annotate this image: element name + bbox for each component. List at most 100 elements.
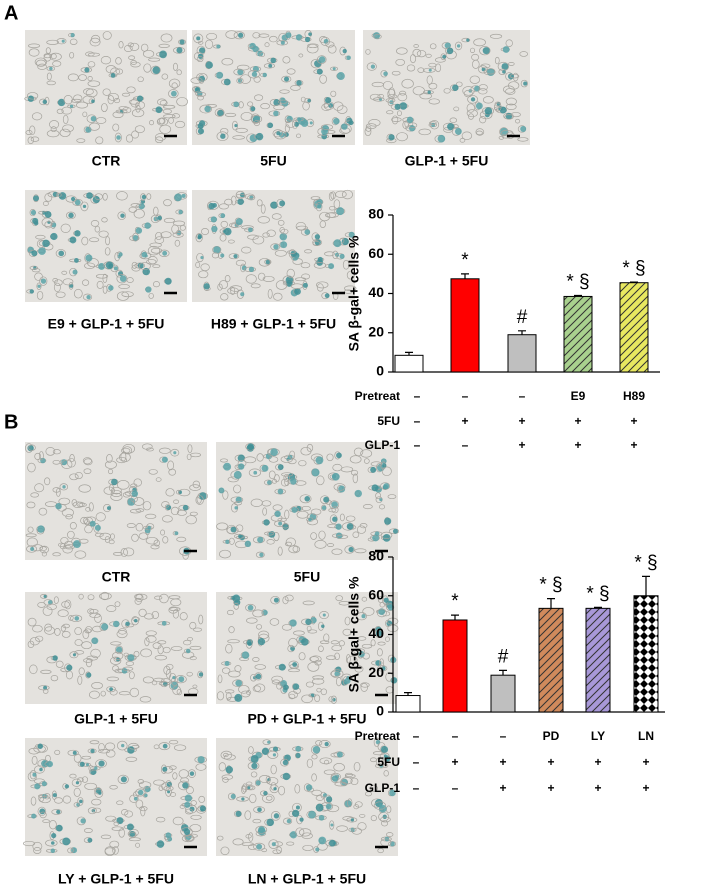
cell bbox=[227, 476, 239, 483]
stained-nucleus bbox=[33, 195, 39, 202]
cell bbox=[515, 118, 521, 124]
stained-nucleus bbox=[283, 684, 289, 691]
stained-nucleus bbox=[58, 192, 67, 200]
cell bbox=[174, 675, 187, 684]
cell bbox=[107, 92, 119, 101]
cell bbox=[388, 528, 400, 535]
stained-nucleus bbox=[348, 546, 354, 553]
cell bbox=[189, 656, 197, 661]
image-caption: E9 + GLP-1 + 5FU bbox=[48, 316, 165, 332]
stained-nucleus bbox=[196, 36, 201, 41]
stained-nucleus bbox=[234, 506, 238, 510]
condition-value: – bbox=[462, 389, 469, 403]
micrograph bbox=[25, 442, 209, 560]
cell bbox=[245, 639, 253, 649]
micrograph bbox=[24, 30, 188, 145]
cell bbox=[125, 661, 135, 666]
cell bbox=[76, 138, 86, 143]
stained-nucleus bbox=[428, 68, 432, 72]
image-caption: 5FU bbox=[260, 153, 286, 169]
cell bbox=[370, 461, 383, 467]
cell bbox=[153, 744, 160, 750]
stained-nucleus bbox=[85, 254, 93, 262]
cell bbox=[232, 135, 245, 140]
cell bbox=[159, 593, 169, 604]
cell bbox=[45, 839, 58, 847]
cell bbox=[116, 273, 128, 284]
stained-nucleus bbox=[383, 597, 389, 603]
stained-nucleus bbox=[132, 235, 139, 242]
cell bbox=[479, 46, 491, 56]
cell bbox=[336, 534, 349, 539]
cell bbox=[362, 607, 375, 616]
cell bbox=[370, 757, 377, 763]
cell bbox=[364, 791, 372, 797]
stained-nucleus bbox=[91, 637, 99, 645]
cell bbox=[165, 787, 172, 797]
cell bbox=[230, 496, 244, 503]
cell bbox=[232, 838, 244, 846]
cell bbox=[69, 651, 79, 659]
cell bbox=[277, 219, 285, 226]
cell bbox=[298, 53, 304, 58]
cell bbox=[168, 89, 179, 99]
stained-nucleus bbox=[321, 624, 325, 628]
cell bbox=[406, 64, 416, 72]
cell bbox=[301, 505, 311, 511]
stained-nucleus bbox=[248, 266, 255, 273]
cell bbox=[144, 637, 150, 647]
cell bbox=[34, 452, 42, 461]
stained-nucleus bbox=[200, 255, 204, 260]
stained-nucleus bbox=[273, 597, 279, 603]
cell bbox=[186, 453, 192, 461]
stained-nucleus bbox=[159, 50, 167, 59]
cell bbox=[330, 670, 341, 677]
stained-nucleus bbox=[90, 115, 97, 122]
stained-nucleus bbox=[94, 766, 98, 770]
cell bbox=[269, 35, 278, 43]
stained-nucleus bbox=[300, 119, 309, 127]
cell bbox=[260, 204, 266, 214]
cell bbox=[429, 121, 437, 125]
image-caption: CTR bbox=[92, 153, 121, 169]
cell bbox=[129, 794, 139, 803]
cell bbox=[240, 690, 251, 698]
cell bbox=[305, 681, 314, 688]
stained-nucleus bbox=[244, 540, 252, 548]
cell bbox=[43, 53, 52, 62]
stained-nucleus bbox=[342, 48, 347, 54]
cell bbox=[290, 283, 304, 290]
cell bbox=[277, 546, 283, 556]
cell bbox=[189, 824, 202, 833]
cell bbox=[69, 454, 75, 463]
cell bbox=[192, 627, 203, 632]
stained-nucleus bbox=[317, 204, 322, 209]
cell bbox=[379, 658, 385, 668]
stained-nucleus bbox=[184, 794, 193, 802]
stained-nucleus bbox=[76, 802, 81, 807]
cell bbox=[286, 268, 295, 279]
cell bbox=[112, 665, 119, 672]
cell bbox=[147, 245, 161, 256]
cell bbox=[276, 682, 282, 690]
cell bbox=[226, 609, 235, 616]
cell bbox=[268, 470, 276, 480]
cell bbox=[79, 538, 89, 544]
cell bbox=[44, 477, 51, 486]
cell bbox=[346, 270, 355, 280]
cell bbox=[461, 131, 473, 141]
condition-value: – bbox=[500, 729, 507, 743]
stained-nucleus bbox=[286, 818, 292, 824]
stained-nucleus bbox=[268, 63, 273, 68]
cell bbox=[106, 676, 120, 682]
stained-nucleus bbox=[225, 539, 230, 544]
stained-nucleus bbox=[152, 66, 161, 74]
cell bbox=[466, 109, 478, 118]
cell bbox=[377, 596, 384, 604]
error-bar bbox=[404, 692, 412, 696]
cell bbox=[128, 837, 141, 842]
cell bbox=[253, 76, 261, 83]
stained-nucleus bbox=[220, 253, 225, 258]
cell bbox=[31, 112, 43, 121]
